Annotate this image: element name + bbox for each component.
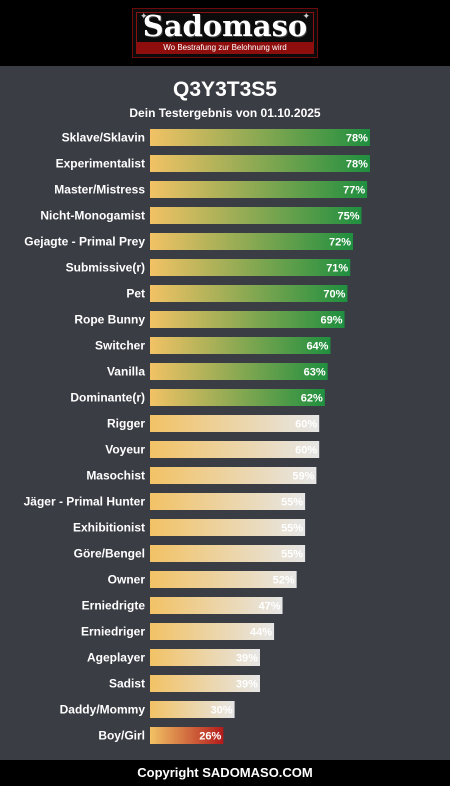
value-label: 78% (346, 133, 368, 145)
chart-title: Q3Y3T3S5 (173, 78, 277, 101)
category-label: Voyeur (105, 443, 145, 457)
bar (150, 207, 362, 224)
chart-subtitle: Dein Testergebnis von 01.10.2025 (129, 106, 321, 120)
header: ✦ ✦ Sadomaso Wo Bestrafung zur Belohnung… (0, 0, 450, 66)
value-label: 39% (236, 653, 258, 665)
category-label: Ageplayer (87, 651, 145, 665)
value-label: 30% (211, 705, 233, 717)
category-label: Exhibitionist (73, 521, 145, 535)
value-label: 47% (259, 601, 281, 613)
value-label: 39% (236, 679, 258, 691)
bar (150, 623, 275, 640)
site-logo[interactable]: ✦ ✦ Sadomaso Wo Bestrafung zur Belohnung… (132, 8, 318, 58)
category-label: Sadist (109, 677, 145, 691)
logo-tagline: Wo Bestrafung zur Belohnung wird (137, 42, 313, 53)
category-label: Masochist (86, 469, 145, 483)
category-label: Daddy/Mommy (60, 703, 146, 717)
bar (150, 181, 368, 198)
bar (150, 285, 348, 302)
category-label: Gejagte - Primal Prey (24, 235, 145, 249)
category-label: Rigger (107, 417, 145, 431)
category-label: Boy/Girl (98, 729, 145, 743)
bar (150, 675, 260, 692)
logo-text: Sadomaso (142, 9, 308, 43)
value-label: 55% (281, 497, 303, 509)
bar (150, 649, 260, 666)
category-label: Pet (126, 287, 145, 301)
value-label: 55% (281, 549, 303, 561)
bar (150, 571, 297, 588)
bar (150, 155, 370, 172)
category-label: Erniedriger (81, 625, 145, 639)
bar (150, 129, 370, 146)
value-label: 62% (301, 393, 323, 405)
logo-star-icon: ✦ (302, 11, 310, 21)
bar (150, 597, 283, 614)
value-label: 44% (250, 627, 272, 639)
category-label: Nicht-Monogamist (40, 209, 145, 223)
category-label: Göre/Bengel (74, 547, 145, 561)
copyright-text: Copyright SADOMASO.COM (137, 765, 313, 780)
value-label: 75% (337, 211, 359, 223)
bar (150, 363, 328, 380)
value-label: 77% (343, 185, 365, 197)
category-label: Submissive(r) (66, 261, 145, 275)
bar (150, 337, 331, 354)
value-label: 60% (295, 419, 317, 431)
category-label: Jäger - Primal Hunter (24, 495, 146, 509)
value-label: 55% (281, 523, 303, 535)
category-label: Erniedrigte (82, 599, 146, 613)
value-label: 72% (329, 237, 351, 249)
bar (150, 493, 306, 510)
logo-star-icon: ✦ (140, 11, 148, 21)
bar (150, 519, 306, 536)
bar (150, 701, 235, 718)
bar (150, 441, 320, 458)
value-label: 63% (304, 367, 326, 379)
bar (150, 259, 351, 276)
bar (150, 545, 306, 562)
footer: Copyright SADOMASO.COM (0, 760, 450, 786)
value-label: 71% (326, 263, 348, 275)
value-label: 64% (306, 341, 328, 353)
bar (150, 467, 317, 484)
category-label: Switcher (95, 339, 145, 353)
value-label: 60% (295, 445, 317, 457)
category-label: Dominante(r) (70, 391, 145, 405)
bar (150, 727, 224, 744)
value-label: 52% (273, 575, 295, 587)
category-label: Rope Bunny (74, 313, 145, 327)
category-label: Owner (108, 573, 146, 587)
logo-frame (136, 12, 314, 54)
category-label: Master/Mistress (54, 183, 145, 197)
category-label: Vanilla (107, 365, 145, 379)
category-label: Experimentalist (56, 157, 145, 171)
value-label: 78% (346, 159, 368, 171)
value-label: 59% (292, 471, 314, 483)
value-label: 26% (199, 731, 221, 743)
value-label: 70% (323, 289, 345, 301)
bar (150, 415, 320, 432)
bar (150, 233, 354, 250)
category-label: Sklave/Sklavin (62, 131, 145, 145)
bar (150, 311, 345, 328)
bar (150, 389, 325, 406)
value-label: 69% (321, 315, 343, 327)
